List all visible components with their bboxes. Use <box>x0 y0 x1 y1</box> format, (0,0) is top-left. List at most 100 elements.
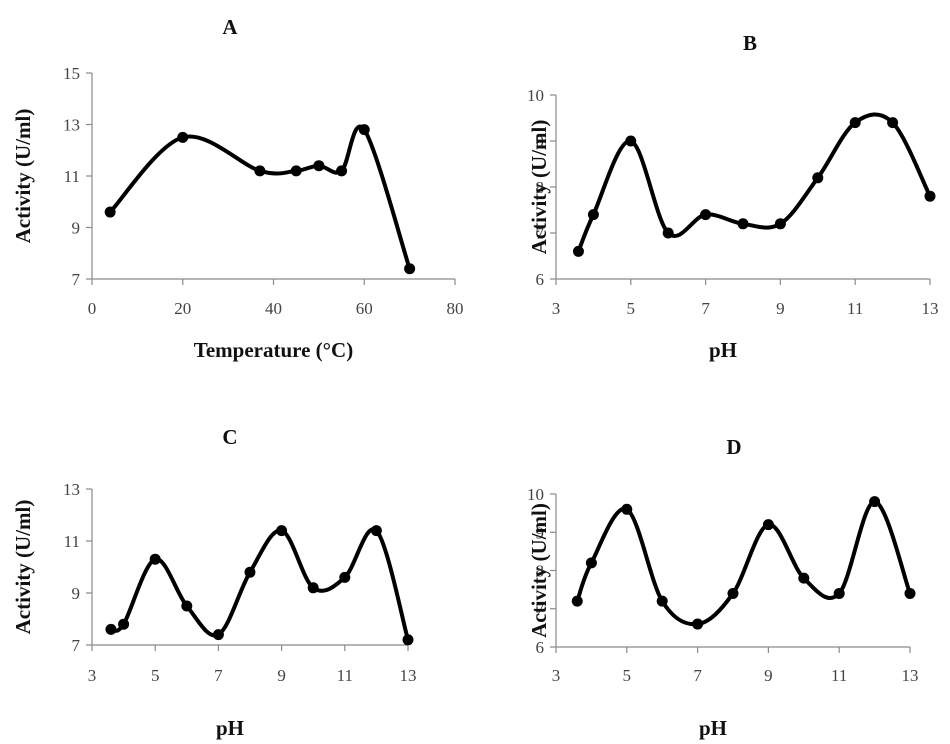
data-point-d <box>656 595 668 607</box>
data-point-a <box>254 165 266 177</box>
x-tick-label-b: 13 <box>922 299 939 318</box>
data-point-b <box>924 190 936 202</box>
x-tick-label-a: 0 <box>88 299 97 318</box>
data-point-d <box>833 587 845 599</box>
series-line-a <box>108 124 412 271</box>
data-point-a <box>358 124 370 136</box>
y-tick-label-b: 7 <box>536 224 545 243</box>
x-axis-title-a: Temperature (°C) <box>194 338 353 362</box>
data-point-a <box>290 165 302 177</box>
data-point-b <box>662 227 674 239</box>
chart-panel-b: B 6 7 8 9 10 3 5 7 9 11 13 pH Activity (U/ml) <box>527 31 939 362</box>
data-point-c <box>307 582 319 594</box>
data-point-c <box>370 525 382 537</box>
chart-panel-c: C 7 9 11 13 3 5 7 9 11 13 pH Activity (U/ml) <box>11 425 417 740</box>
y-tick-label-d: 6 <box>536 638 545 657</box>
x-tick-label-a: 20 <box>174 299 191 318</box>
x-tick-label-d: 5 <box>623 666 632 685</box>
series-line-c <box>108 527 410 642</box>
x-tick-label-c: 9 <box>277 666 286 685</box>
data-point-d <box>621 503 633 515</box>
data-point-c <box>276 525 288 537</box>
y-tick-label-a: 11 <box>64 167 80 186</box>
data-point-c <box>339 571 351 583</box>
data-point-a <box>336 165 348 177</box>
data-point-d <box>869 496 881 508</box>
data-point-b <box>774 218 786 230</box>
data-point-a <box>313 160 325 172</box>
x-tick-label-d: 7 <box>693 666 702 685</box>
x-tick-label-b: 3 <box>552 299 561 318</box>
x-tick-label-c: 11 <box>337 666 353 685</box>
x-tick-label-c: 7 <box>214 666 223 685</box>
data-point-d <box>692 618 704 630</box>
data-point-b <box>700 209 712 221</box>
x-tick-label-a: 60 <box>356 299 373 318</box>
data-point-b <box>812 172 824 184</box>
y-tick-label-d: 7 <box>536 600 545 619</box>
data-point-d <box>904 587 916 599</box>
y-tick-label-b: 6 <box>536 270 545 289</box>
data-point-b <box>625 135 637 147</box>
x-tick-label-b: 7 <box>701 299 710 318</box>
x-axis-title-d: pH <box>699 716 727 740</box>
chart-title-a: A <box>222 15 238 39</box>
data-point-a <box>177 131 189 143</box>
data-point-d <box>762 519 774 531</box>
x-tick-label-b: 9 <box>776 299 785 318</box>
y-tick-label-d: 9 <box>536 523 545 542</box>
data-point-c <box>244 566 256 578</box>
y-axis-title-a: Activity (U/ml) <box>11 109 35 244</box>
x-tick-label-b: 11 <box>847 299 863 318</box>
x-tick-label-c: 3 <box>88 666 97 685</box>
x-tick-label-c: 5 <box>151 666 160 685</box>
y-tick-label-c: 11 <box>64 532 80 551</box>
data-point-c <box>105 623 117 635</box>
x-tick-label-a: 80 <box>447 299 464 318</box>
data-point-c <box>402 634 414 646</box>
data-point-b <box>572 245 584 257</box>
x-axis-title-b: pH <box>709 338 737 362</box>
x-tick-label-a: 40 <box>265 299 282 318</box>
chart-panel-a: A 7 9 11 13 15 0 20 40 60 80 Temperature (°C) Activi… <box>11 15 464 362</box>
series-line-b <box>576 112 932 254</box>
data-point-c <box>149 553 161 565</box>
y-tick-label-c: 7 <box>72 636 81 655</box>
x-tick-label-c: 13 <box>400 666 417 685</box>
y-tick-label-b: 10 <box>527 86 544 105</box>
y-axis-title-c: Activity (U/ml) <box>11 500 35 635</box>
data-point-c <box>212 629 224 641</box>
y-tick-label-a: 15 <box>63 64 80 83</box>
y-tick-label-a: 9 <box>72 219 81 238</box>
chart-title-c: C <box>222 425 237 449</box>
data-point-b <box>887 117 899 129</box>
data-point-d <box>585 557 597 569</box>
y-axis-title-b: Activity (U/ml) <box>527 120 551 255</box>
y-tick-label-b: 8 <box>536 178 545 197</box>
y-tick-label-a: 13 <box>63 116 80 135</box>
data-point-d <box>571 595 583 607</box>
y-tick-label-b: 9 <box>536 132 545 151</box>
chart-title-d: D <box>726 435 741 459</box>
data-point-d <box>798 572 810 584</box>
x-tick-label-d: 3 <box>552 666 561 685</box>
chart-panel-d: D 6 7 8 9 10 3 5 7 9 11 13 pH Activity (U/ml) <box>527 435 919 740</box>
data-point-c <box>181 600 193 612</box>
y-tick-label-d: 8 <box>536 562 545 581</box>
chart-title-b: B <box>743 31 757 55</box>
y-tick-label-d: 10 <box>527 485 544 504</box>
y-tick-label-c: 13 <box>63 480 80 499</box>
data-point-d <box>727 587 739 599</box>
x-axis-title-c: pH <box>216 716 244 740</box>
data-point-b <box>587 209 599 221</box>
data-point-b <box>849 117 861 129</box>
y-tick-label-a: 7 <box>72 270 81 289</box>
data-point-a <box>104 206 116 218</box>
data-point-a <box>404 263 416 275</box>
x-tick-label-b: 5 <box>627 299 636 318</box>
x-tick-label-d: 9 <box>764 666 773 685</box>
y-axis-title-d: Activity (U/ml) <box>527 503 551 638</box>
data-point-b <box>737 218 749 230</box>
series-line-d <box>575 499 912 627</box>
